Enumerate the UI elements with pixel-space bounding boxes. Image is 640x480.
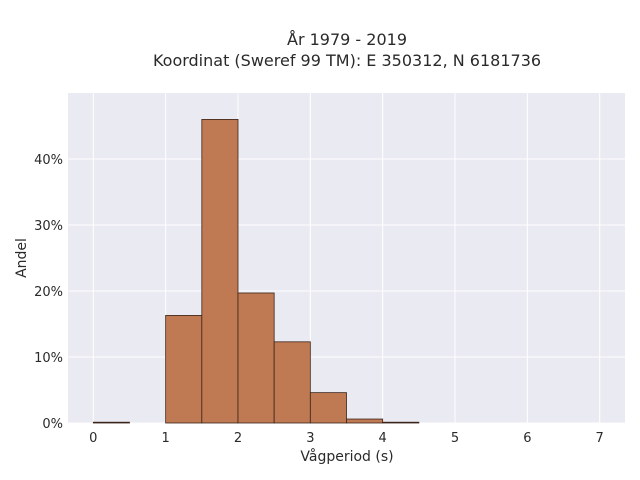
histogram-bar <box>92 421 130 424</box>
x-tick-label: 6 <box>523 431 531 446</box>
x-tick-labels: 0 1 2 3 4 5 6 7 <box>89 431 604 446</box>
y-tick-labels: 0% 10% 20% 30% 40% <box>34 153 63 432</box>
x-tick-label: 7 <box>596 431 604 446</box>
plot-area <box>68 93 625 423</box>
x-tick-label: 4 <box>379 431 387 446</box>
x-axis-label: Vågperiod (s) <box>300 448 393 465</box>
y-axis-label: Andel <box>14 238 30 278</box>
y-tick-label: 0% <box>42 417 63 432</box>
histogram-bar <box>165 315 203 424</box>
y-tick-label: 40% <box>34 153 63 168</box>
chart-title-line-2: Koordinat (Sweref 99 TM): E 350312, N 61… <box>153 51 541 70</box>
y-tick-label: 30% <box>34 219 63 234</box>
histogram-bar <box>273 341 311 424</box>
histogram-bar <box>346 418 384 424</box>
x-tick-label: 0 <box>89 431 97 446</box>
bars <box>92 119 420 424</box>
histogram-bar <box>237 292 275 424</box>
histogram-bar <box>309 392 347 424</box>
histogram-bar <box>382 421 420 424</box>
chart-title-line-1: År 1979 - 2019 <box>287 30 407 49</box>
x-tick-label: 5 <box>451 431 459 446</box>
x-tick-label: 1 <box>162 431 170 446</box>
y-tick-label: 10% <box>34 351 63 366</box>
x-tick-label: 3 <box>306 431 314 446</box>
histogram-bar <box>201 119 239 424</box>
x-tick-label: 2 <box>234 431 242 446</box>
y-tick-label: 20% <box>34 285 63 300</box>
